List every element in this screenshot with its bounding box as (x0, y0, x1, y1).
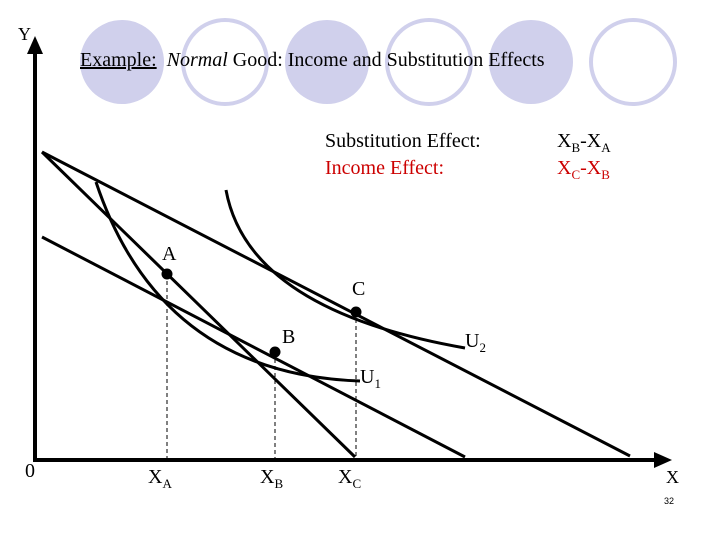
indifference-curve-u1 (94, 181, 361, 383)
curve-u1-label: U1 (360, 366, 381, 391)
substitution-effect-value: XB-XA (557, 130, 611, 155)
budget-line-original (41, 235, 466, 459)
title-rest: Good: Income and Substitution Effects (232, 49, 545, 71)
point-b-marker (269, 346, 281, 358)
title-prefix: Example: (80, 49, 157, 71)
y-axis-label: Y (18, 24, 31, 44)
origin-label: 0 (25, 460, 35, 482)
budget-line-new (41, 150, 631, 458)
decor-circle-filled (80, 20, 164, 104)
income-effect-label: Income Effect: (325, 157, 445, 179)
point-c-label: C (352, 278, 366, 300)
decor-circle-ring (181, 18, 269, 106)
x-axis-label: X (666, 467, 679, 487)
tick-label-xb: XB (260, 466, 284, 491)
decorative-circles (80, 18, 677, 106)
tick-label-xc: XC (338, 466, 362, 491)
slide-title: Example: Normal Good: Income and Substit… (80, 49, 545, 72)
income-effect-value: XC-XB (557, 157, 610, 182)
point-a-marker (161, 268, 173, 280)
page-number: 32 (664, 496, 675, 506)
decor-circle-ring (589, 18, 677, 106)
indifference-curve-u2 (224, 189, 466, 350)
title-emphasis: Normal (166, 49, 228, 71)
point-b-label: B (282, 326, 296, 348)
decor-circle-filled (489, 20, 573, 104)
point-a-label: A (162, 243, 177, 265)
curve-u2-label: U2 (465, 330, 486, 355)
decor-circle-ring (385, 18, 473, 106)
point-c-marker (350, 306, 362, 318)
tick-label-xa: XA (148, 466, 172, 491)
substitution-effect-label: Substitution Effect: (325, 130, 481, 152)
decor-circle-filled (285, 20, 369, 104)
x-axis-arrowhead (654, 452, 672, 468)
budget-line-compensated (40, 150, 357, 459)
y-axis-arrowhead (27, 36, 43, 54)
